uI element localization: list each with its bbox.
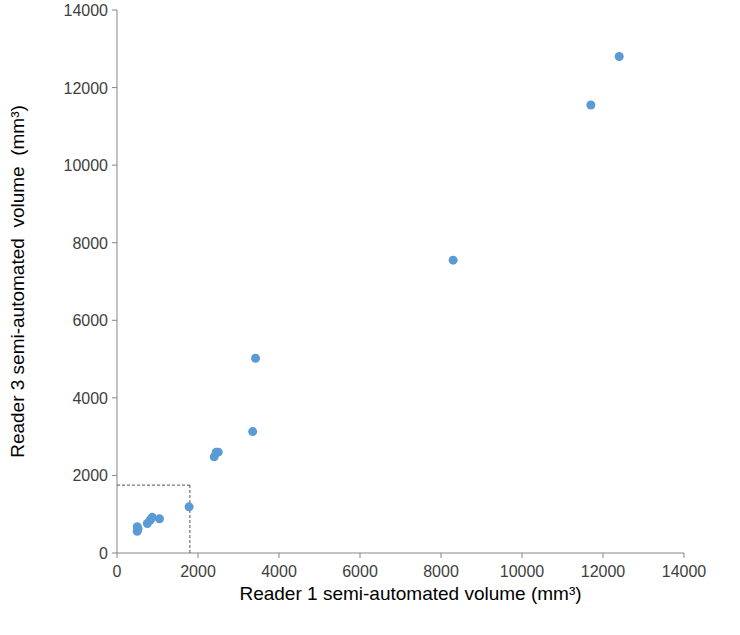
x-tick	[279, 553, 280, 558]
x-tick	[684, 553, 685, 558]
point	[615, 52, 624, 61]
chart: 0 2000 4000 6000 8000 10000 12000 14000 0 2000 400…	[0, 0, 740, 635]
y-tick-label: 4000	[72, 390, 108, 407]
point	[248, 427, 257, 436]
y-axis-label: Reader 3 semi-automated volume (mm³)	[7, 105, 28, 458]
x-tick-label: 0	[113, 563, 122, 580]
x-tick	[198, 553, 199, 558]
y-tick-label: 2000	[72, 467, 108, 484]
x-tick-label: 2000	[180, 563, 216, 580]
x-tick	[522, 553, 523, 558]
y-tick-label: 0	[99, 545, 108, 562]
x-tick-label: 4000	[261, 563, 297, 580]
x-tick	[360, 553, 361, 558]
y-tick	[112, 553, 117, 554]
plot-area	[117, 52, 624, 553]
point	[586, 101, 595, 110]
y-tick-label: 10000	[64, 157, 109, 174]
y-tick	[112, 475, 117, 476]
y-tick	[112, 397, 117, 398]
y-tick-label: 12000	[64, 80, 109, 97]
x-tick	[603, 553, 604, 558]
reference-line-x	[189, 485, 190, 553]
point	[185, 502, 194, 511]
point	[251, 354, 260, 363]
point	[155, 514, 164, 523]
x-tick-label: 12000	[581, 563, 626, 580]
x-tick	[441, 553, 442, 558]
y-tick	[112, 242, 117, 243]
x-axis	[117, 553, 684, 554]
x-tick-label: 14000	[662, 563, 707, 580]
x-tick-label: 8000	[423, 563, 459, 580]
y-tick	[112, 10, 117, 11]
y-tick-label: 14000	[64, 2, 109, 19]
y-tick	[112, 320, 117, 321]
point	[214, 448, 223, 457]
x-tick-label: 6000	[342, 563, 378, 580]
reference-line-y	[117, 485, 190, 486]
y-axis	[117, 10, 118, 553]
x-tick	[117, 553, 118, 558]
x-axis-label: Reader 1 semi-automated volume (mm³)	[239, 583, 581, 604]
point	[449, 256, 458, 265]
point	[134, 524, 143, 533]
y-tick-label: 8000	[72, 235, 108, 252]
y-tick	[112, 87, 117, 88]
y-tick-label: 6000	[72, 312, 108, 329]
y-tick	[112, 165, 117, 166]
x-tick-label: 10000	[500, 563, 545, 580]
